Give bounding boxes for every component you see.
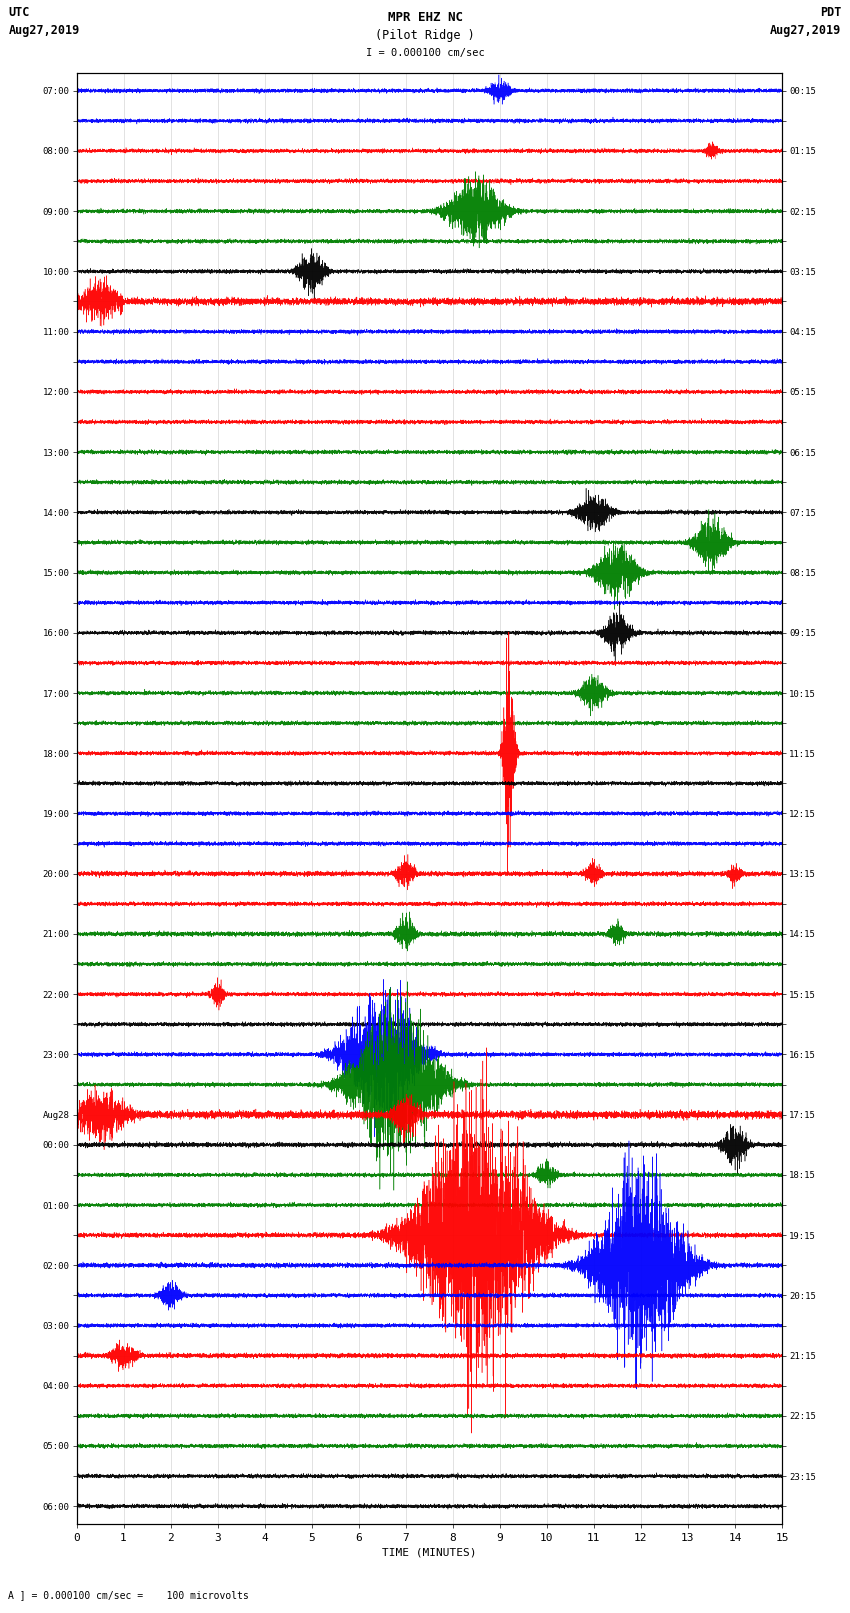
Text: I = 0.000100 cm/sec: I = 0.000100 cm/sec <box>366 48 484 58</box>
Text: PDT: PDT <box>820 6 842 19</box>
Text: A ] = 0.000100 cm/sec =    100 microvolts: A ] = 0.000100 cm/sec = 100 microvolts <box>8 1590 249 1600</box>
Text: UTC: UTC <box>8 6 30 19</box>
Text: Aug27,2019: Aug27,2019 <box>770 24 842 37</box>
Text: (Pilot Ridge ): (Pilot Ridge ) <box>375 29 475 42</box>
X-axis label: TIME (MINUTES): TIME (MINUTES) <box>382 1547 477 1558</box>
Text: MPR EHZ NC: MPR EHZ NC <box>388 11 462 24</box>
Text: Aug27,2019: Aug27,2019 <box>8 24 80 37</box>
